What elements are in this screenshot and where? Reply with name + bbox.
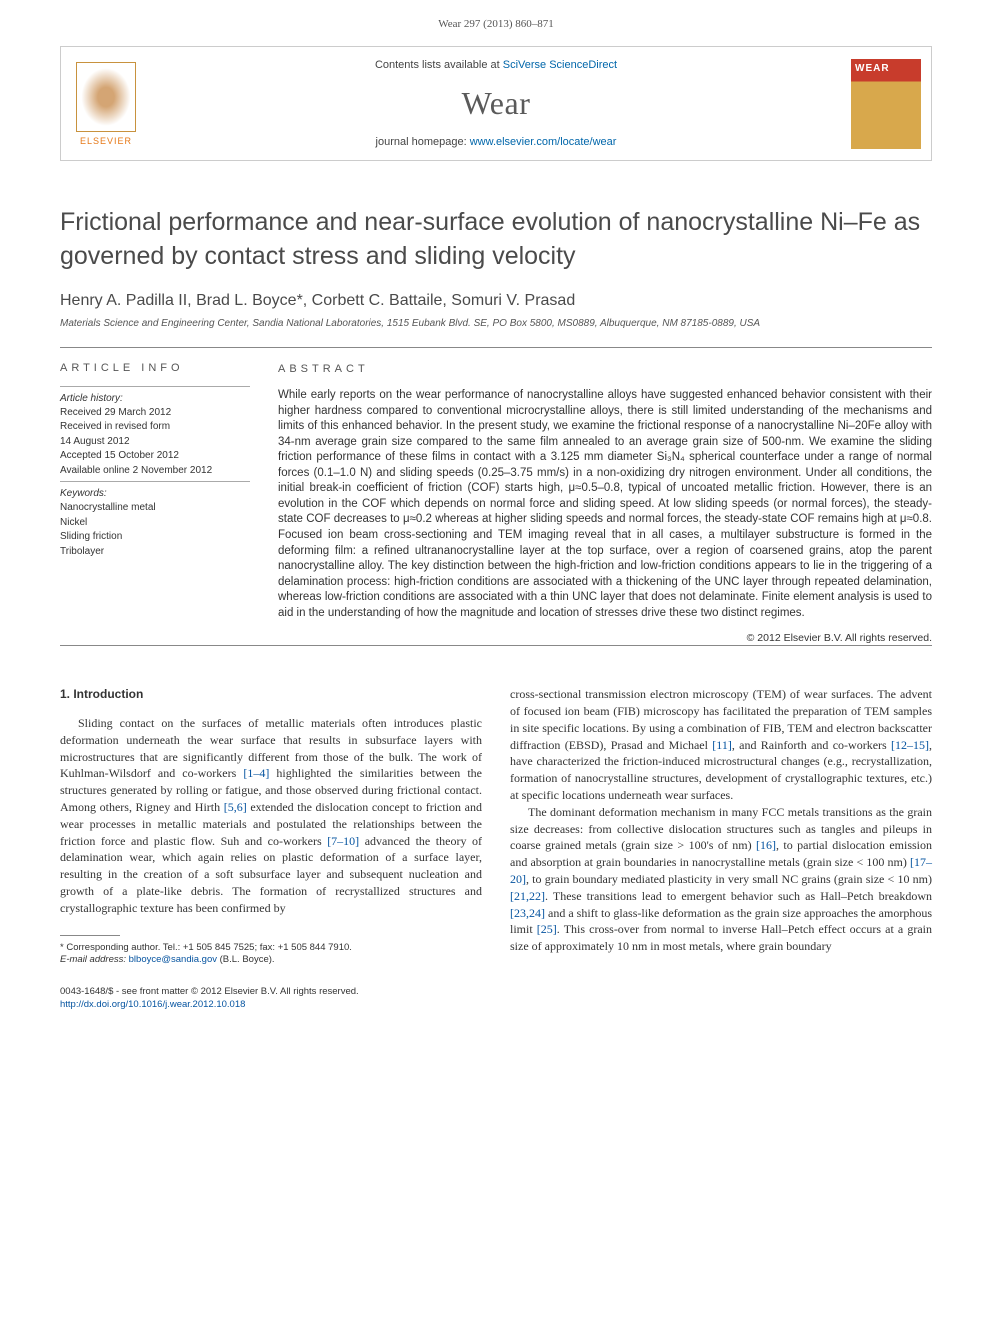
journal-name: Wear — [163, 85, 829, 122]
keyword-4: Tribolayer — [60, 545, 250, 559]
running-header: Wear 297 (2013) 860–871 — [0, 0, 992, 38]
footer-meta: 0043-1648/$ - see front matter © 2012 El… — [60, 986, 932, 1011]
journal-listing-box: ELSEVIER Contents lists available at Sci… — [60, 46, 932, 161]
info-divider-1 — [60, 386, 250, 387]
ref-7-10[interactable]: [7–10] — [327, 834, 359, 848]
ref-23-24[interactable]: [23,24] — [510, 906, 545, 920]
corresponding-line: * Corresponding author. Tel.: +1 505 845… — [60, 942, 482, 954]
divider-bottom — [60, 645, 932, 646]
corresponding-footnote: * Corresponding author. Tel.: +1 505 845… — [60, 942, 482, 967]
homepage-line: journal homepage: www.elsevier.com/locat… — [163, 136, 829, 148]
article-info-heading: ARTICLE INFO — [60, 362, 250, 374]
revised-label: Received in revised form — [60, 420, 250, 434]
abstract-copyright: © 2012 Elsevier B.V. All rights reserved… — [278, 631, 932, 645]
ref-5-6[interactable]: [5,6] — [224, 800, 247, 814]
revised-date: 14 August 2012 — [60, 435, 250, 449]
intro-paragraph-2: cross-sectional transmission electron mi… — [510, 686, 932, 804]
intro-paragraph-3: The dominant deformation mechanism in ma… — [510, 804, 932, 955]
listing-center: Contents lists available at SciVerse Sci… — [151, 47, 841, 160]
journal-cover-thumb: WEAR — [841, 47, 931, 160]
keyword-1: Nanocrystalline metal — [60, 501, 250, 515]
elsevier-label: ELSEVIER — [80, 136, 132, 146]
homepage-link[interactable]: www.elsevier.com/locate/wear — [470, 136, 617, 148]
ref-11[interactable]: [11] — [712, 738, 732, 752]
online-date: Available online 2 November 2012 — [60, 464, 250, 478]
cover-image: WEAR — [851, 59, 921, 149]
affiliation: Materials Science and Engineering Center… — [60, 318, 932, 329]
elsevier-logo: ELSEVIER — [61, 47, 151, 160]
email-line: E-mail address: blboyce@sandia.gov (B.L.… — [60, 954, 482, 966]
ref-12-15[interactable]: [12–15] — [891, 738, 929, 752]
history-label: Article history: — [60, 393, 250, 404]
info-divider-2 — [60, 481, 250, 482]
footnote-rule — [60, 935, 120, 936]
received-date: Received 29 March 2012 — [60, 406, 250, 420]
citation-text: Wear 297 (2013) 860–871 — [438, 18, 554, 30]
ref-25[interactable]: [25] — [537, 922, 557, 936]
author-list: Henry A. Padilla II, Brad L. Boyce*, Cor… — [60, 292, 932, 310]
issn-line: 0043-1648/$ - see front matter © 2012 El… — [60, 986, 932, 998]
body-columns: 1. Introduction Sliding contact on the s… — [60, 686, 932, 966]
doi-link[interactable]: http://dx.doi.org/10.1016/j.wear.2012.10… — [60, 999, 245, 1010]
abstract-text: While early reports on the wear performa… — [278, 388, 932, 621]
column-right: cross-sectional transmission electron mi… — [510, 686, 932, 966]
contents-line: Contents lists available at SciVerse Sci… — [163, 59, 829, 71]
section-1-heading: 1. Introduction — [60, 686, 482, 703]
keyword-2: Nickel — [60, 516, 250, 530]
cover-title: WEAR — [855, 63, 890, 74]
info-abstract-row: ARTICLE INFO Article history: Received 2… — [60, 348, 932, 646]
abstract-block: ABSTRACT While early reports on the wear… — [278, 362, 932, 646]
intro-paragraph-1: Sliding contact on the surfaces of metal… — [60, 715, 482, 917]
keywords-label: Keywords: — [60, 488, 250, 499]
article-info-block: ARTICLE INFO Article history: Received 2… — [60, 362, 250, 646]
ref-1-4[interactable]: [1–4] — [243, 766, 269, 780]
column-left: 1. Introduction Sliding contact on the s… — [60, 686, 482, 966]
email-link[interactable]: blboyce@sandia.gov — [129, 954, 217, 965]
elsevier-tree-icon — [76, 62, 136, 132]
abstract-heading: ABSTRACT — [278, 362, 932, 377]
keyword-3: Sliding friction — [60, 530, 250, 544]
ref-21-22[interactable]: [21,22] — [510, 889, 545, 903]
sciencedirect-link[interactable]: SciVerse ScienceDirect — [503, 59, 617, 71]
ref-16[interactable]: [16] — [756, 838, 776, 852]
article-title: Frictional performance and near-surface … — [60, 206, 932, 274]
accepted-date: Accepted 15 October 2012 — [60, 449, 250, 463]
